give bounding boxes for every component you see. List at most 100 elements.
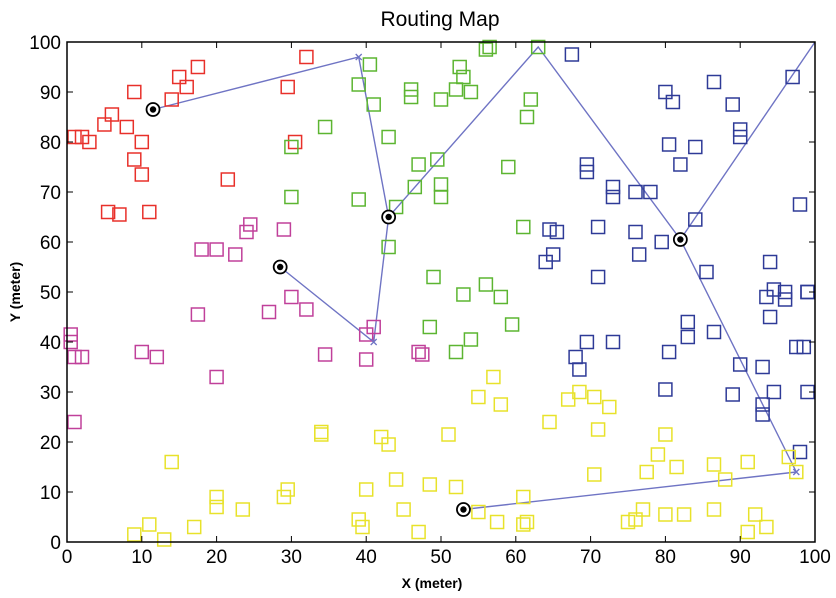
red-node-14 — [100, 204, 116, 220]
blue-node-30 — [631, 247, 647, 262]
magenta-node-21 — [366, 319, 381, 335]
magenta-node-9 — [209, 242, 224, 257]
yellow-node-36 — [590, 422, 606, 437]
yellow-node-49 — [717, 472, 733, 487]
cluster-head-core — [276, 263, 284, 271]
blue-node-11 — [688, 139, 703, 155]
green-node-19 — [452, 59, 467, 75]
red-node-18 — [280, 79, 295, 95]
relay-marker-2 — [792, 468, 800, 476]
blue-node-26 — [568, 349, 583, 365]
blue-node-3 — [605, 179, 621, 195]
yellow-node-18 — [396, 502, 411, 517]
x-tick-label: 10 — [131, 547, 152, 568]
magenta-node-20 — [358, 352, 374, 367]
y-tick-label: 100 — [29, 33, 61, 54]
green-node-32 — [456, 287, 471, 302]
green-node-27 — [516, 219, 531, 235]
red-node-2 — [82, 134, 97, 150]
green-node-25 — [519, 109, 535, 125]
blue-node-42 — [755, 407, 770, 422]
y-tick-label: 10 — [40, 483, 61, 504]
magenta-node-15 — [276, 222, 292, 237]
blue-node-12 — [688, 212, 703, 227]
magenta-node-10 — [209, 369, 224, 385]
red-node-19 — [287, 134, 303, 150]
x-tick-label: 60 — [505, 547, 526, 568]
x-tick-label: 80 — [655, 547, 676, 568]
red-node-0 — [67, 129, 82, 145]
blue-node-47 — [766, 384, 782, 400]
yellow-node-31 — [542, 414, 557, 430]
green-node-2 — [317, 119, 333, 135]
route-line-2 — [679, 41, 816, 240]
x-tick-label: 50 — [430, 547, 451, 568]
red-node-16 — [142, 204, 157, 220]
magenta-node-19 — [358, 327, 374, 342]
blue-node-0 — [564, 47, 580, 62]
blue-node-9 — [665, 94, 681, 110]
yellow-node-9 — [280, 482, 295, 497]
green-node-17 — [433, 92, 449, 107]
magenta-node-8 — [194, 242, 209, 257]
y-tick-label: 90 — [40, 83, 61, 104]
cluster-head-3 — [672, 232, 688, 247]
x-tick-label: 40 — [356, 547, 377, 568]
red-node-3 — [97, 117, 112, 132]
blue-node-31 — [654, 234, 669, 250]
y-tick-label: 30 — [40, 383, 61, 404]
cluster-head-core — [149, 106, 157, 113]
yellow-node-30 — [519, 514, 535, 530]
yellow-node-2 — [156, 532, 172, 547]
red-node-6 — [127, 84, 142, 100]
magenta-node-17 — [299, 302, 314, 317]
yellow-node-5 — [209, 499, 224, 515]
yellow-node-16 — [381, 437, 396, 452]
yellow-node-45 — [669, 459, 684, 475]
magenta-node-14 — [261, 304, 277, 320]
yellow-node-15 — [373, 429, 389, 445]
y-tick-label: 40 — [40, 333, 61, 354]
magenta-node-13 — [243, 217, 258, 232]
blue-node-50 — [789, 339, 804, 355]
blue-node-45 — [766, 282, 782, 297]
green-node-8 — [381, 239, 396, 255]
axis-ticks: 0 10 20 30 40 50 60 70 80 90 100 0 10 20 30 40 50 60 70 80 9… — [29, 33, 831, 568]
green-node-28 — [530, 39, 546, 55]
blue-node-44 — [759, 289, 774, 305]
blue-node-24 — [590, 269, 606, 285]
yellow-node-38 — [620, 514, 636, 530]
x-tick-label: 70 — [580, 547, 601, 568]
green-node-13 — [407, 179, 423, 195]
green-node-5 — [362, 57, 378, 72]
yellow-node-0 — [127, 527, 142, 542]
green-node-23 — [482, 39, 497, 55]
red-node-12 — [179, 79, 194, 95]
magenta-node-16 — [284, 289, 299, 305]
yellow-node-44 — [658, 427, 673, 442]
yellow-node-26 — [489, 514, 505, 530]
blue-node-36 — [680, 329, 696, 345]
magenta-node-1 — [63, 327, 78, 342]
cluster-head-core — [677, 236, 684, 243]
y-tick-label: 50 — [40, 283, 61, 304]
red-node-20 — [299, 49, 314, 65]
yellow-node-22 — [448, 479, 464, 495]
yellow-node-24 — [471, 389, 486, 405]
yellow-node-3 — [164, 454, 179, 470]
green-node-36 — [504, 317, 520, 332]
x-tick-label: 90 — [730, 547, 751, 568]
blue-node-49 — [777, 292, 793, 307]
blue-node-33 — [658, 382, 673, 397]
yellow-node-33 — [572, 384, 587, 400]
blue-node-38 — [725, 387, 740, 402]
green-node-33 — [463, 332, 479, 347]
blue-node-8 — [661, 137, 677, 152]
yellow-node-46 — [676, 507, 692, 522]
y-axis-label: Y (meter) — [7, 262, 23, 322]
cluster-head-core — [460, 506, 467, 513]
yellow-node-51 — [740, 454, 755, 470]
red-node-1 — [74, 129, 90, 145]
yellow-node-4 — [186, 519, 202, 535]
